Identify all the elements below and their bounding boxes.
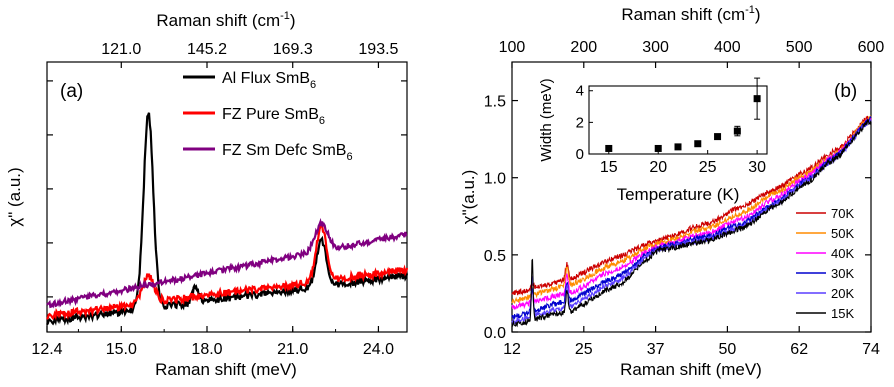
inset-ticks: 15 20 25 30 0 2 4	[576, 83, 766, 176]
top-tick-label: 121.0	[101, 41, 141, 58]
legend-label-50k: 50K	[831, 226, 854, 241]
inset-x-tick-label: 25	[699, 159, 717, 176]
y-tick-label: 1.5	[484, 94, 506, 111]
inset-point	[714, 133, 722, 141]
top-tick-label: 600	[858, 39, 885, 56]
legend-label-30k: 30K	[831, 266, 854, 281]
panel-b-legend: 70K 50K 40K 30K 20K 15K	[796, 206, 854, 321]
panel-b-label: (b)	[834, 81, 857, 102]
panel-b-x-axis-title: Raman shift (meV)	[620, 360, 762, 379]
top-tick-label: 200	[570, 39, 597, 56]
inset-y-tick-label: 2	[576, 114, 584, 131]
panel-a-series	[46, 112, 409, 326]
inset-point	[733, 127, 741, 135]
legend-label-40k: 40K	[831, 246, 854, 261]
y-tick-label: 1.0	[484, 171, 506, 188]
panel-a-x-axis-title: Raman shift (meV)	[155, 360, 297, 379]
y-tick-label: 0.0	[484, 325, 506, 342]
inset-point	[654, 144, 662, 152]
inset-frame	[588, 85, 768, 155]
x-tick-label: 15.0	[106, 341, 137, 358]
x-tick-label: 37	[647, 341, 665, 358]
x-tick-label: 74	[862, 341, 880, 358]
top-tick-label: 300	[642, 39, 669, 56]
series-line-50k	[511, 115, 872, 304]
y-tick-label: 0.5	[484, 248, 506, 265]
panel-b-top-axis-title: Raman shift (cm-1)	[621, 4, 760, 24]
inset-x-tick-label: 20	[649, 159, 667, 176]
legend-label-20k: 20K	[831, 286, 854, 301]
panel-b-inset: 15 20 25 30 0 2 4 Temperature (K) Width (meV)	[538, 77, 768, 204]
inset-y-tick-label: 0	[576, 146, 584, 163]
inset-x-tick-label: 30	[748, 159, 766, 176]
panel-b-series	[511, 115, 872, 328]
top-tick-label: 400	[714, 39, 741, 56]
inset-point	[605, 144, 613, 152]
series-line-fz-sm-defc-smb6	[46, 217, 408, 309]
x-tick-label: 50	[719, 341, 737, 358]
panel-a-legend: Al Flux SmB6 FZ Pure SmB6 FZ Sm Defc SmB…	[183, 70, 353, 163]
inset-point	[753, 95, 761, 103]
panel-a-frame	[46, 61, 408, 333]
series-line-15k	[511, 118, 872, 328]
panel-a: 12.4 15.0 18.0 21.0 24.0 121.0 145.2 169.3 193.5…	[5, 10, 409, 379]
panel-a-top-axis-title: Raman shift (cm-1)	[156, 10, 295, 30]
inset-y-axis-title: Width (meV)	[538, 78, 555, 161]
inset-x-axis-title: Temperature (K)	[617, 185, 740, 204]
panel-b-y-axis-title: χ"(a.u.)	[459, 170, 478, 225]
x-tick-label: 18.0	[191, 341, 222, 358]
series-line-40k	[511, 118, 872, 311]
inset-y-tick-label: 4	[576, 83, 584, 100]
legend-label-70k: 70K	[831, 206, 854, 221]
top-tick-label: 500	[786, 39, 813, 56]
legend-label-al-flux: Al Flux SmB6	[222, 70, 316, 91]
inset-x-tick-label: 15	[600, 159, 618, 176]
x-tick-label: 21.0	[277, 341, 308, 358]
inset-point	[674, 143, 682, 151]
x-tick-label: 25	[575, 341, 593, 358]
series-line-al-flux-smb6	[46, 112, 409, 326]
top-tick-label: 193.5	[358, 41, 398, 58]
x-tick-label: 12.4	[31, 341, 62, 358]
panel-a-ticks: 12.4 15.0 18.0 21.0 24.0 121.0 145.2 169.3 193.5	[31, 41, 407, 358]
legend-label-fz-sm-defc: FZ Sm Defc SmB6	[222, 142, 353, 163]
panel-a-label: (a)	[60, 81, 83, 102]
legend-label-fz-pure: FZ Pure SmB6	[222, 106, 325, 127]
x-tick-label: 12	[503, 341, 521, 358]
top-tick-label: 145.2	[187, 41, 227, 58]
top-tick-label: 100	[499, 39, 526, 56]
top-tick-label: 169.3	[273, 41, 313, 58]
panel-b-frame	[511, 61, 872, 333]
inset-points	[605, 77, 761, 152]
panel-a-y-axis-title: χ" (a.u.)	[5, 167, 24, 226]
legend-label-15k: 15K	[831, 306, 854, 321]
x-tick-label: 24.0	[363, 341, 394, 358]
inset-point	[694, 140, 702, 148]
x-tick-label: 62	[790, 341, 808, 358]
series-line-fz-pure-smb6	[46, 222, 409, 321]
